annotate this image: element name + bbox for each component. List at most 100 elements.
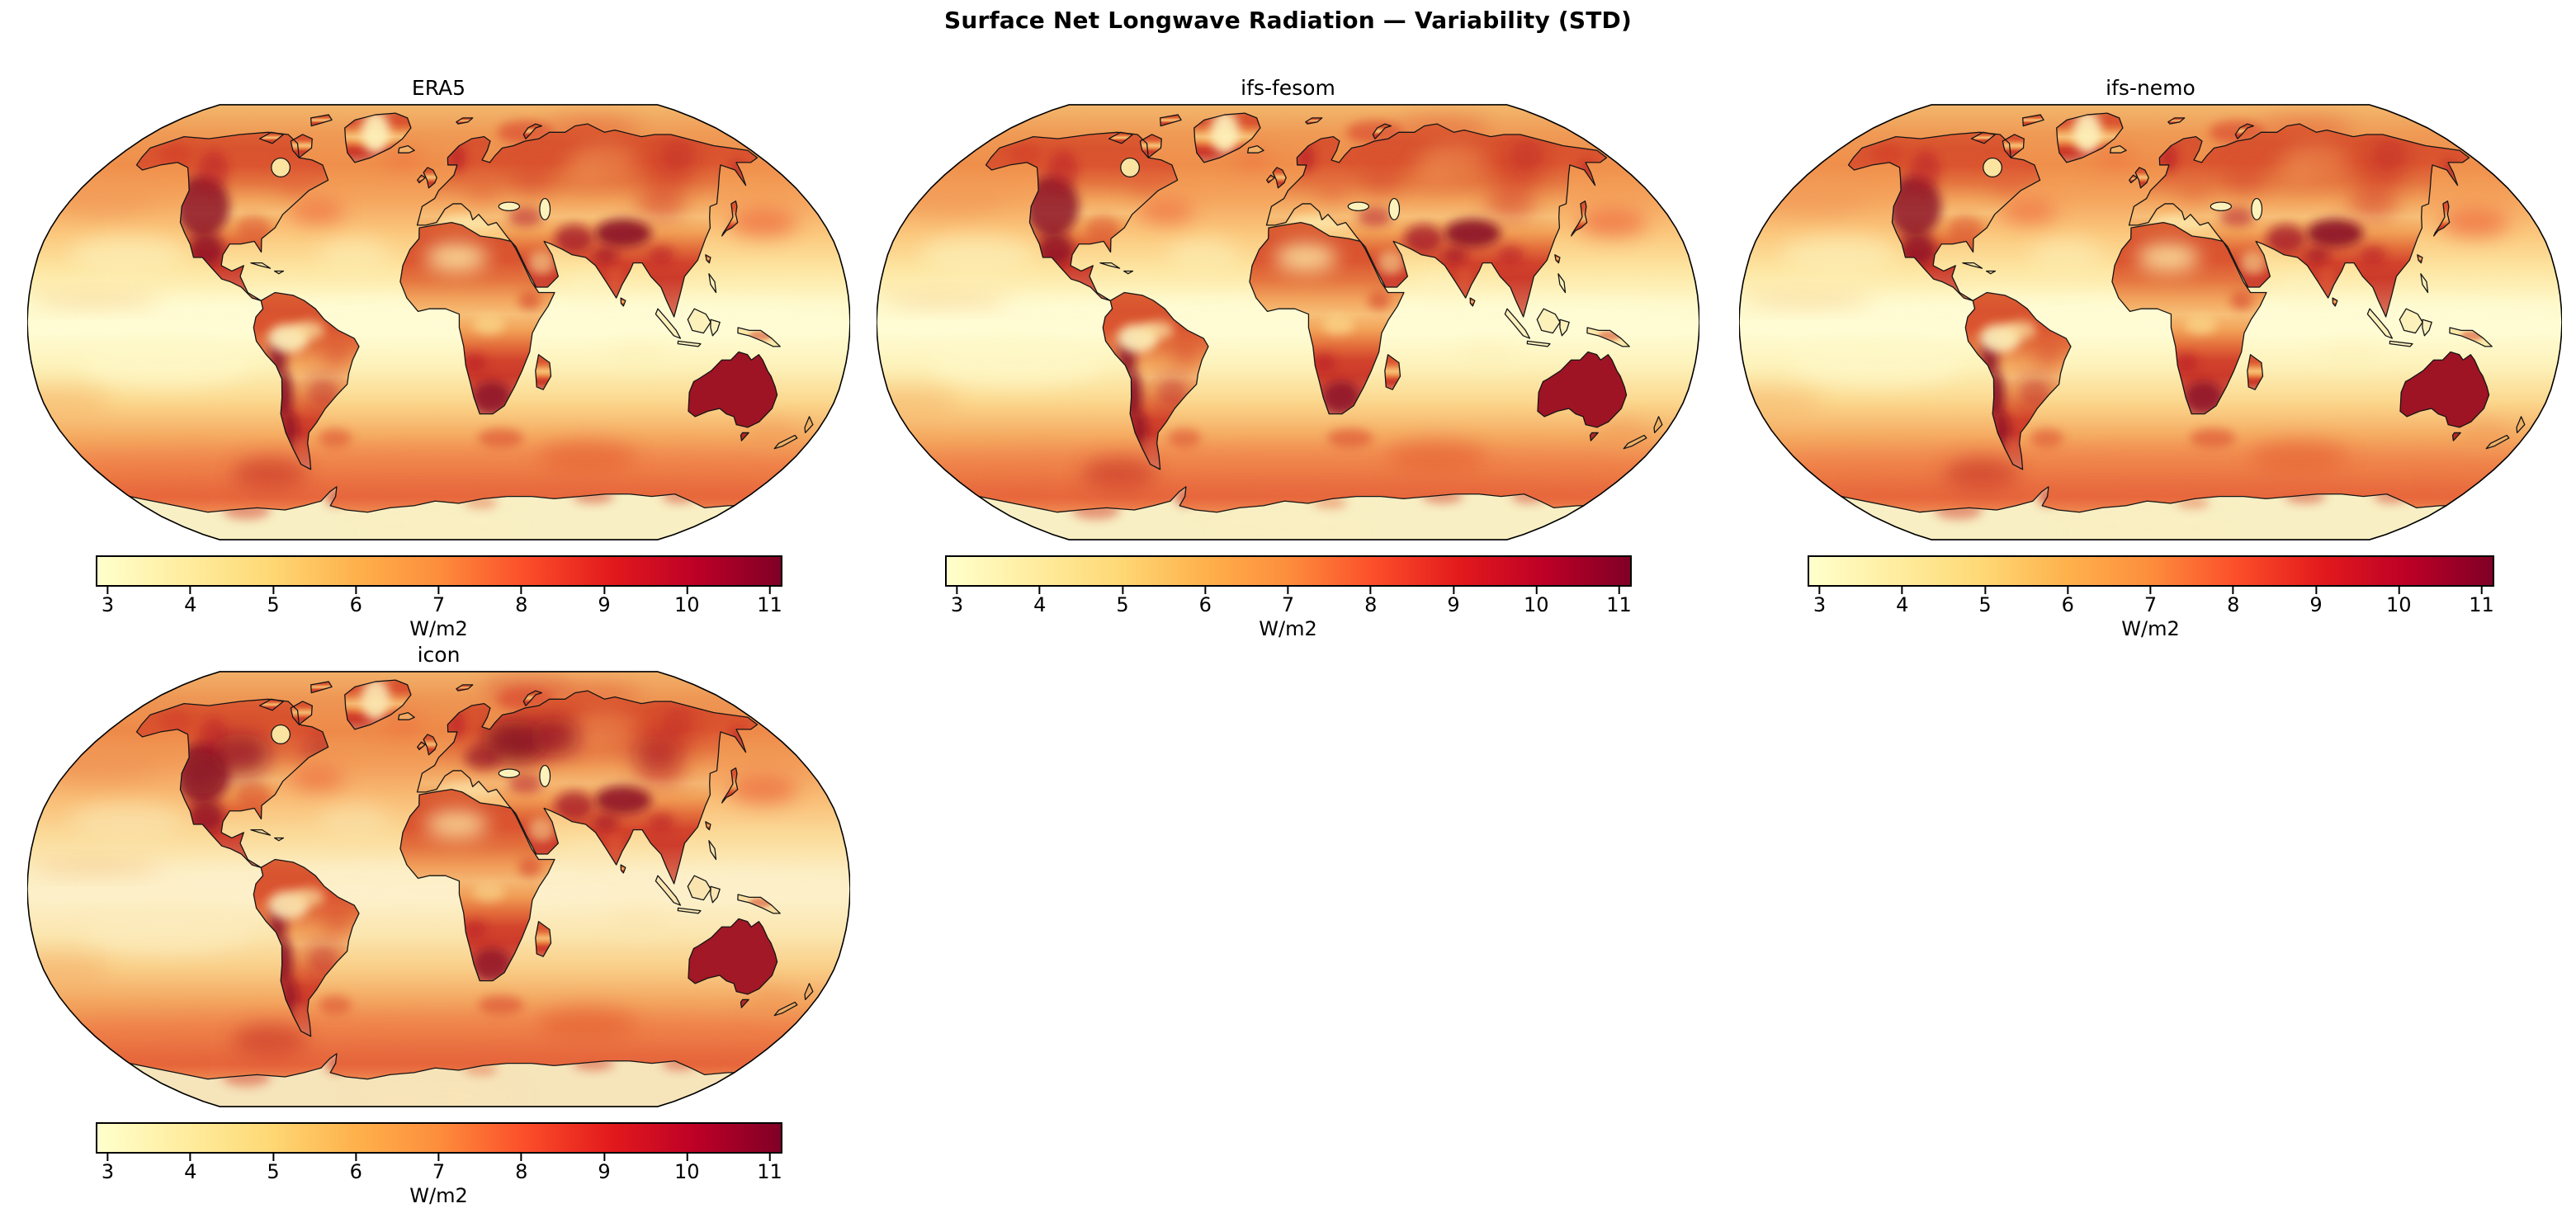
field-blob bbox=[319, 805, 390, 838]
coastline-tasmania bbox=[740, 432, 749, 441]
field-blob bbox=[512, 166, 551, 195]
lake-caspian-sea bbox=[539, 764, 551, 787]
field-blob bbox=[177, 752, 224, 795]
field-blob bbox=[1408, 160, 1454, 190]
landmass-ellesmere-island bbox=[2022, 115, 2044, 126]
colorbar-tick: 7 bbox=[432, 587, 445, 616]
coastline-ireland bbox=[1266, 174, 1275, 184]
landmass-philippines bbox=[708, 840, 716, 860]
field-blob bbox=[1739, 479, 2562, 504]
coastline-tasmania bbox=[1589, 432, 1599, 441]
field-blob bbox=[1231, 145, 1274, 170]
world-map-svg bbox=[1739, 104, 2562, 540]
tick-mark bbox=[272, 1154, 274, 1161]
colorbar-tick: 6 bbox=[350, 587, 362, 616]
coastline-hispaniola bbox=[273, 270, 285, 275]
coastline-new-zealand-north bbox=[1653, 416, 1663, 434]
tick-label: 8 bbox=[1364, 593, 1378, 616]
coastline-south-america bbox=[253, 291, 360, 470]
field-blob bbox=[537, 440, 637, 474]
coastline-java bbox=[677, 340, 702, 347]
coastline-tasmania bbox=[2451, 432, 2461, 441]
landmass-borneo bbox=[688, 876, 711, 900]
tick-label: 8 bbox=[2227, 593, 2240, 616]
coastline-baffin-island bbox=[290, 134, 313, 158]
map-era5 bbox=[27, 103, 850, 541]
coastline-australia bbox=[688, 351, 778, 428]
coastline-baffin-island bbox=[2002, 134, 2025, 158]
tick-label: 3 bbox=[101, 593, 115, 616]
field-blob bbox=[27, 448, 850, 491]
field-blob bbox=[33, 293, 161, 308]
coastline-cuba bbox=[1962, 262, 1983, 269]
colorbar-tick: 8 bbox=[2227, 587, 2239, 616]
field-blob bbox=[465, 178, 501, 203]
tick-mark bbox=[2480, 587, 2483, 594]
field-blob bbox=[2035, 340, 2063, 369]
coastline-sumatra bbox=[2366, 308, 2394, 339]
field-blob bbox=[2266, 224, 2306, 253]
colorbar-tick: 10 bbox=[2386, 587, 2412, 616]
coastline-united-kingdom bbox=[1272, 167, 1287, 189]
coastline-eurasia bbox=[416, 690, 759, 885]
field-blob bbox=[27, 956, 110, 984]
landmass-sulawesi bbox=[710, 886, 721, 903]
field-blob bbox=[236, 782, 271, 807]
field-blob bbox=[1358, 207, 1392, 227]
coastline-madagascar bbox=[535, 354, 552, 390]
field-blob bbox=[2441, 208, 2510, 237]
coastline-sumatra bbox=[1504, 308, 1531, 339]
coastline-cuba bbox=[250, 828, 272, 836]
colorbar-tick: 11 bbox=[757, 1154, 782, 1182]
coastline-north-america bbox=[135, 131, 329, 301]
tick-label: 4 bbox=[1033, 593, 1047, 616]
colorbar-tick: 5 bbox=[1978, 587, 1992, 616]
tick-label: 9 bbox=[598, 593, 611, 616]
field-blob bbox=[1274, 243, 1337, 272]
figure-title: Surface Net Longwave Radiation — Variabi… bbox=[944, 7, 1632, 34]
coastline-north-america bbox=[1847, 131, 2041, 301]
field-blob bbox=[2190, 428, 2236, 448]
field-blob bbox=[882, 293, 1010, 308]
field-blob bbox=[2185, 315, 2217, 335]
coastline-iceland bbox=[1246, 144, 1264, 153]
tick-label: 4 bbox=[184, 593, 197, 616]
coastline-united-kingdom bbox=[423, 734, 437, 756]
landmass-hispaniola bbox=[1986, 271, 1996, 274]
coastlines bbox=[129, 679, 814, 1107]
tick-label: 9 bbox=[1447, 593, 1460, 616]
field-blob bbox=[160, 710, 193, 734]
landmass-australia bbox=[688, 918, 778, 994]
panel-title-ifs-nemo: ifs-nemo bbox=[2106, 76, 2196, 100]
field-blob bbox=[877, 389, 959, 418]
landmass-madagascar bbox=[535, 921, 551, 957]
field-blob bbox=[594, 786, 652, 814]
field-blob bbox=[1793, 338, 1965, 387]
landmass-new-zealand-south bbox=[774, 435, 797, 449]
projection-outline bbox=[877, 104, 1699, 540]
tick-label: 8 bbox=[515, 1160, 528, 1183]
tick-mark bbox=[355, 1154, 357, 1161]
lake-caspian-sea bbox=[539, 197, 551, 220]
field-blob bbox=[2065, 512, 2151, 540]
field-blob bbox=[2459, 421, 2509, 450]
landmass-australia bbox=[688, 352, 778, 427]
colorbar-era5: 3 4 5 6 7 8 9 10 11 W/m2 bbox=[95, 555, 782, 640]
field-blob bbox=[425, 243, 488, 272]
colorbar-tick: 3 bbox=[102, 1154, 114, 1182]
tick-mark bbox=[189, 1154, 191, 1161]
landmass-united-kingdom bbox=[423, 734, 437, 755]
coastlines bbox=[978, 112, 1663, 540]
field-blob bbox=[607, 907, 671, 936]
tick-label: 7 bbox=[2144, 593, 2158, 616]
field-blob bbox=[1361, 166, 1401, 195]
coastline-svalbard bbox=[1305, 117, 1323, 125]
lake-caspian-sea bbox=[2251, 197, 2263, 220]
coastline-ireland bbox=[417, 174, 426, 184]
tick-label: 9 bbox=[2309, 593, 2323, 616]
field-blob bbox=[559, 160, 605, 190]
lake-black-sea bbox=[2210, 201, 2233, 211]
coastline-madagascar bbox=[2247, 354, 2264, 390]
field-blob bbox=[27, 866, 850, 901]
landmass-ellesmere-island bbox=[1160, 115, 1182, 126]
